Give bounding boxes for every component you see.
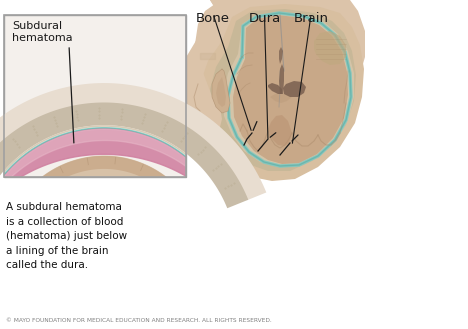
Polygon shape (195, 0, 230, 59)
Text: A subdural hematoma
is a collection of blood
(hematoma) just below
a lining of t: A subdural hematoma is a collection of b… (6, 202, 127, 270)
Polygon shape (270, 93, 292, 103)
Polygon shape (0, 125, 227, 209)
Polygon shape (216, 77, 226, 107)
Polygon shape (0, 103, 249, 208)
Polygon shape (223, 12, 354, 167)
Polygon shape (2, 156, 206, 258)
Polygon shape (283, 81, 306, 97)
Polygon shape (178, 0, 365, 171)
Polygon shape (0, 83, 266, 200)
Text: Dura: Dura (249, 12, 280, 25)
Polygon shape (210, 0, 358, 19)
Polygon shape (279, 64, 284, 94)
Polygon shape (210, 9, 356, 171)
Polygon shape (12, 156, 199, 225)
Text: Subdural
hematoma: Subdural hematoma (12, 21, 73, 42)
Polygon shape (0, 129, 218, 205)
Text: Brain: Brain (294, 12, 329, 25)
Polygon shape (314, 31, 346, 65)
Polygon shape (279, 47, 283, 64)
Polygon shape (192, 59, 222, 129)
Text: © MAYO FOUNDATION FOR MEDICAL EDUCATION AND RESEARCH. ALL RIGHTS RESERVED.: © MAYO FOUNDATION FOR MEDICAL EDUCATION … (6, 318, 271, 323)
Polygon shape (268, 83, 282, 94)
FancyBboxPatch shape (4, 15, 186, 177)
Text: Bone: Bone (196, 12, 230, 25)
Polygon shape (212, 69, 230, 113)
Polygon shape (233, 15, 348, 164)
Polygon shape (268, 115, 292, 146)
Polygon shape (0, 129, 218, 204)
Polygon shape (198, 4, 364, 181)
